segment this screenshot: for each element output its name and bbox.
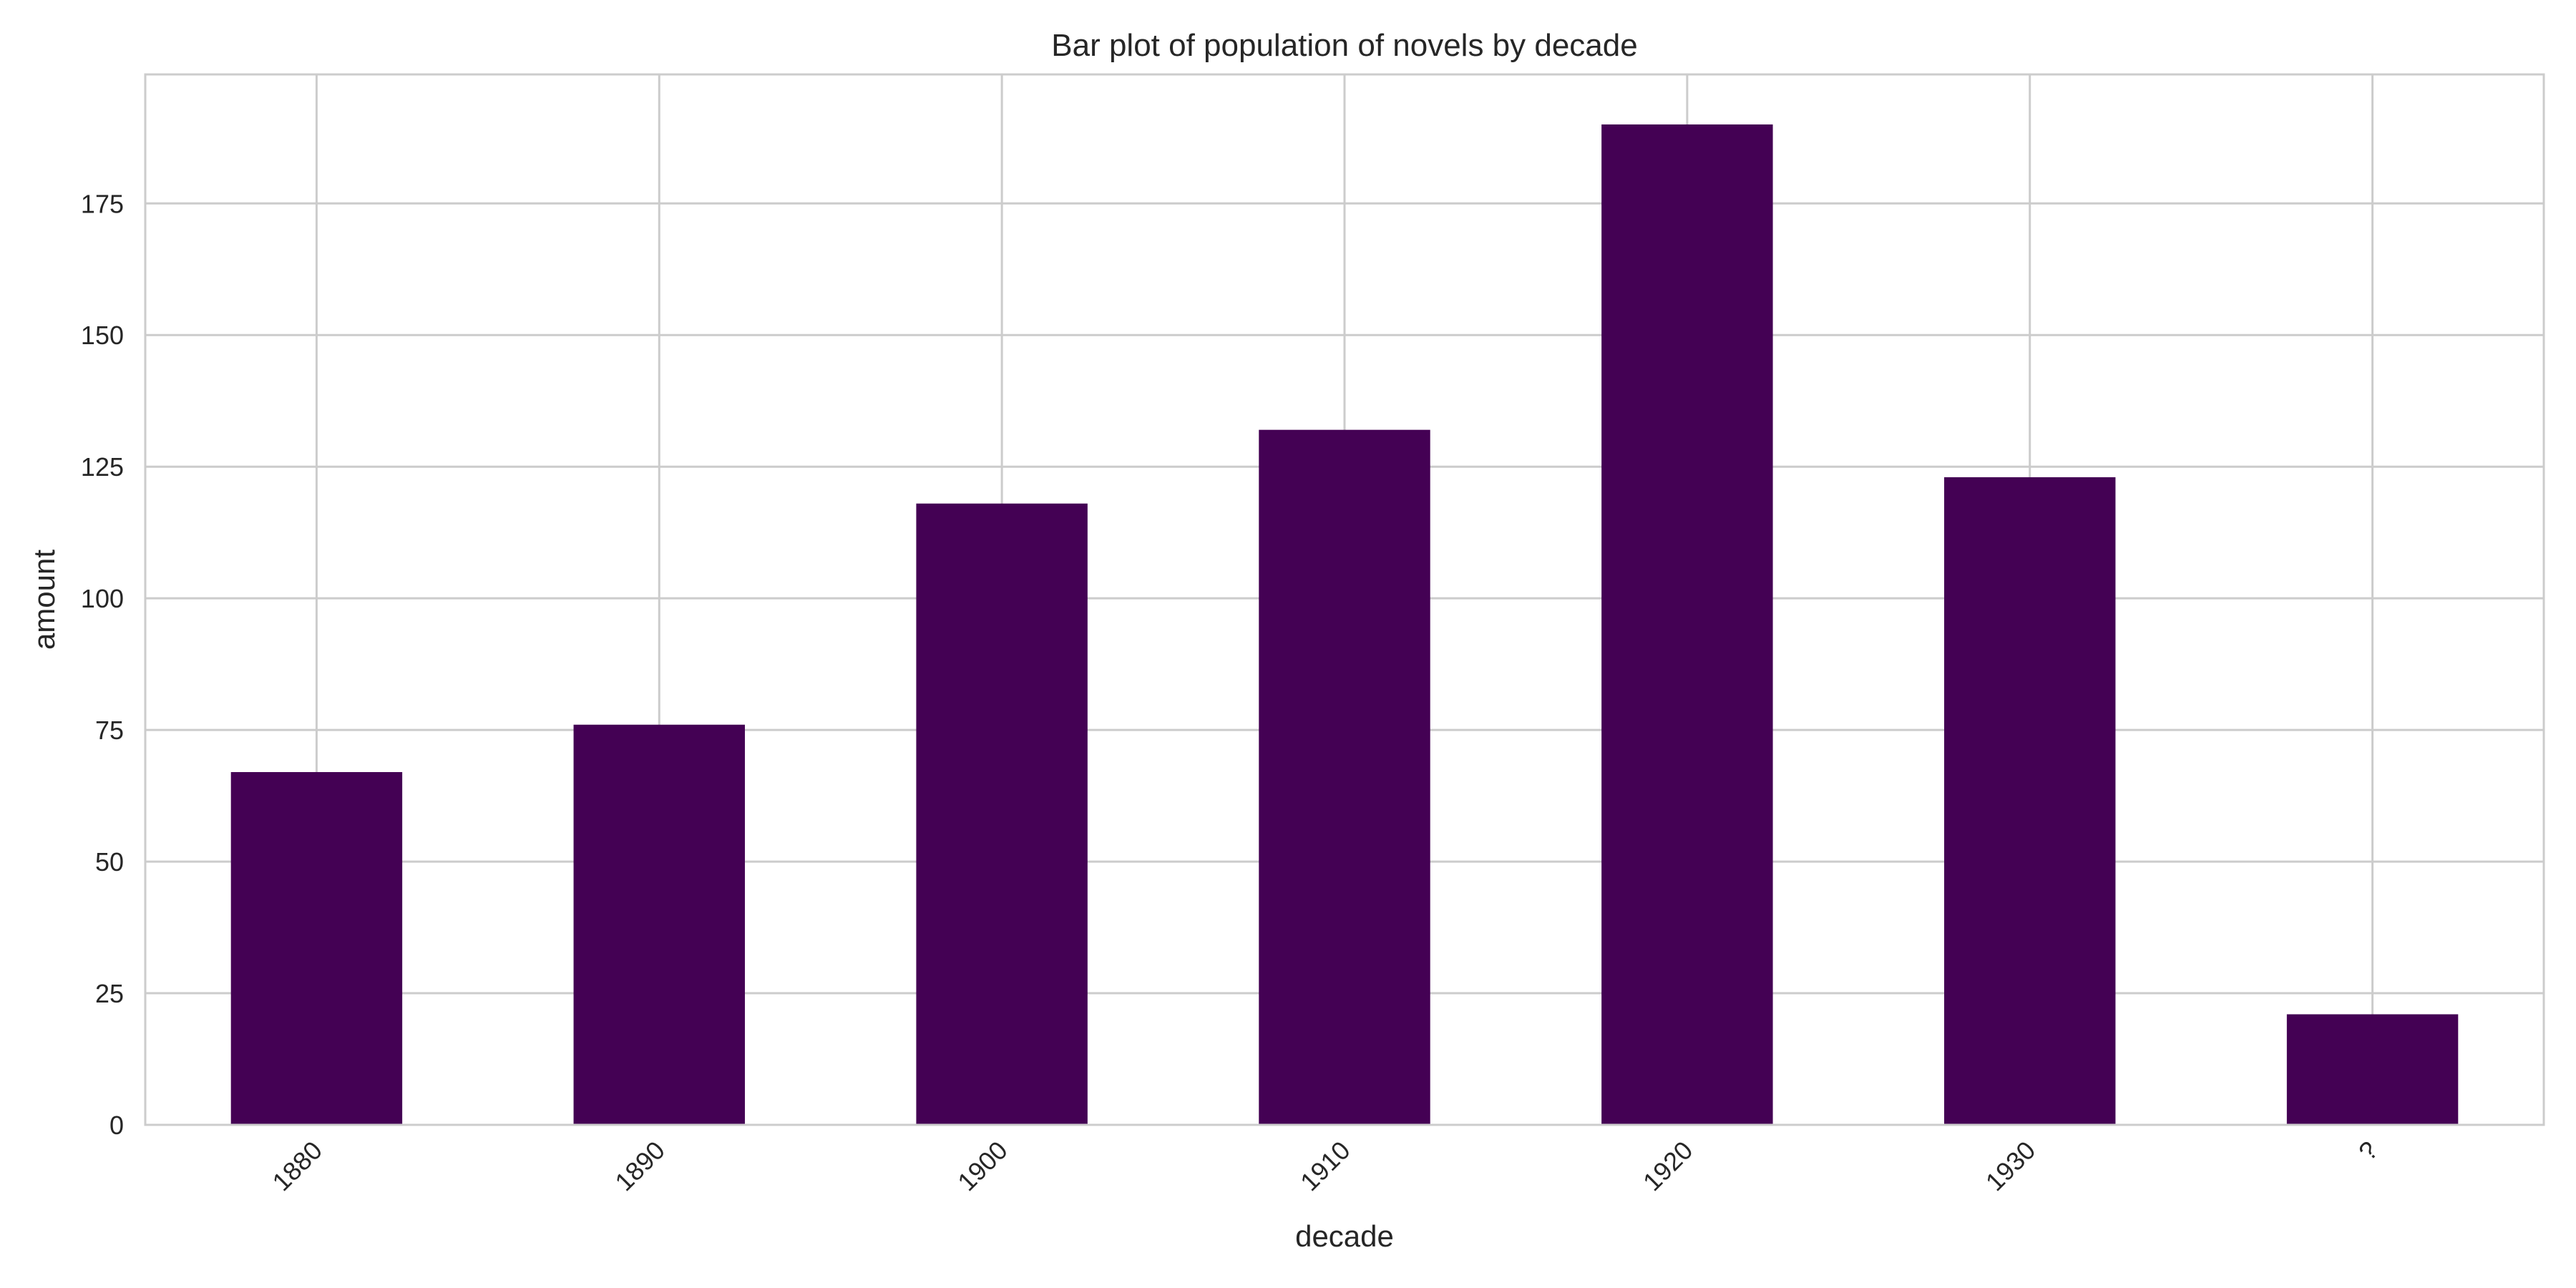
y-tick-label: 25: [95, 979, 124, 1008]
x-tick-label: 1910: [1294, 1136, 1356, 1197]
y-axis-label: amount: [27, 550, 61, 650]
x-tick-label: 1890: [609, 1136, 670, 1197]
y-tick-label: 0: [109, 1111, 124, 1140]
x-axis-ticks: 1880 1890 1900 1910 1920 1930?: [266, 1136, 2384, 1197]
plot-frame: [144, 73, 2545, 1126]
x-axis-label: decade: [1295, 1219, 1394, 1253]
x-tick-label: 1900: [952, 1136, 1013, 1197]
bar-1930: [1944, 477, 2116, 1125]
y-tick-label: 125: [81, 452, 124, 482]
y-tick-label: 150: [81, 321, 124, 350]
bar-?: [2286, 1014, 2459, 1125]
y-tick-label: 75: [95, 716, 124, 745]
y-axis-ticks: 0 25 50 75 100 125 150 175: [81, 189, 124, 1140]
bar-1920: [1601, 124, 1773, 1125]
bars: [230, 124, 2459, 1125]
bar-1900: [916, 503, 1088, 1125]
bar-1910: [1259, 429, 1430, 1125]
y-tick-label: 50: [95, 847, 124, 877]
x-tick-label: 1920: [1637, 1136, 1699, 1197]
x-tick-label: 1930: [1980, 1136, 2041, 1197]
x-tick-label: 1880: [266, 1136, 328, 1197]
chart-title: Bar plot of population of novels by deca…: [1051, 28, 1637, 63]
y-tick-label: 100: [81, 584, 124, 613]
bar-1880: [230, 771, 403, 1125]
x-tick-label: ?: [2353, 1136, 2384, 1166]
bar-1890: [573, 724, 745, 1125]
y-tick-label: 175: [81, 189, 124, 218]
